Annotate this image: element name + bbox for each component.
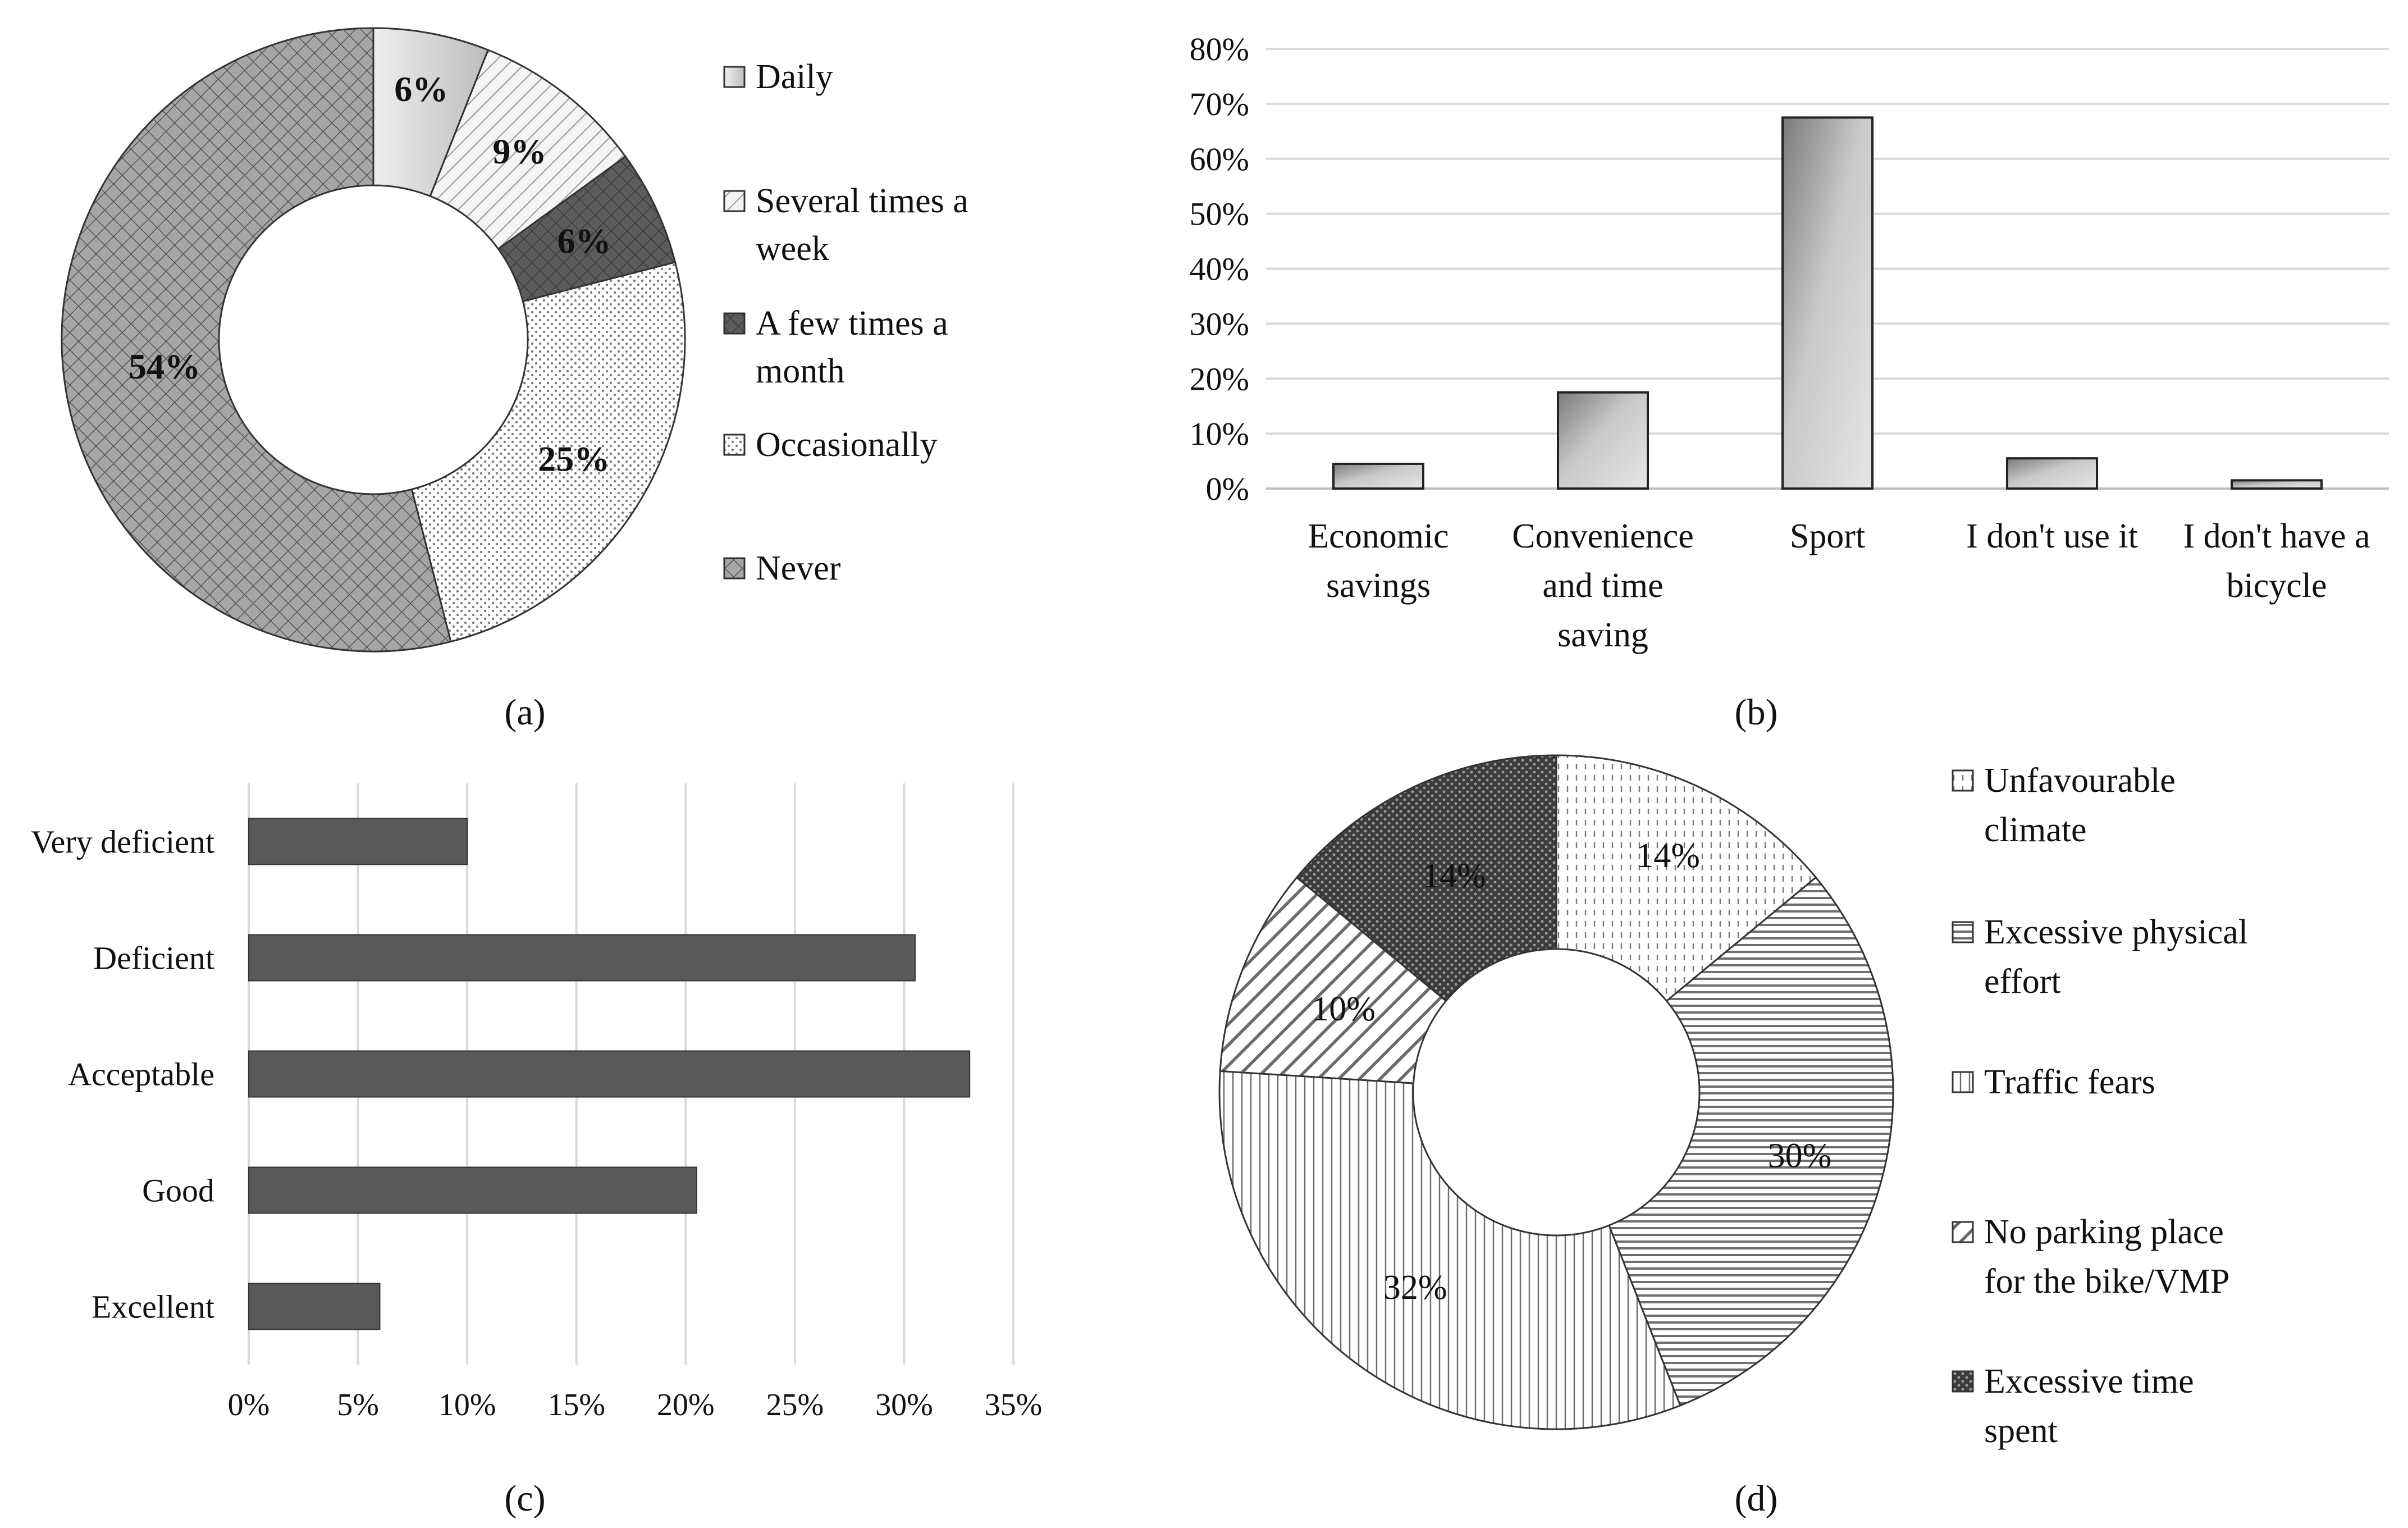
legend-label: month: [756, 352, 844, 390]
y-tick-label: 70%: [1190, 86, 1249, 122]
panel-caption: (d): [1735, 1478, 1778, 1519]
x-tick-label: Sport: [1790, 517, 1865, 555]
legend-swatch: [723, 434, 746, 456]
y-tick-label: Good: [142, 1173, 214, 1209]
y-tick-label: Excellent: [92, 1289, 214, 1325]
x-tick-label: 0%: [228, 1388, 270, 1422]
slice-data-label: 54%: [129, 346, 200, 386]
donut-slice: [1219, 876, 1447, 1084]
legend-swatch: [723, 557, 746, 580]
legend-label: Excessive physical: [1984, 913, 2248, 951]
bar: [248, 1050, 971, 1098]
legend-swatch: [723, 66, 746, 88]
panel-c-horizontal-bar-chart: 0% 5% 10% 15% 20% 25% 30% 35% Very deficient Defi…: [31, 783, 1042, 1519]
x-tick-label: saving: [1557, 616, 1648, 654]
slice-data-label: 14%: [1636, 837, 1700, 875]
panel-a-donut-chart: 6% 9% 6% 25% 54% Daily Several times a week A fe…: [61, 27, 968, 733]
slice-data-label: 32%: [1383, 1269, 1447, 1307]
y-tick-label: 20%: [1190, 361, 1249, 397]
x-tick-label: 20%: [657, 1388, 715, 1422]
x-tick-label: savings: [1326, 567, 1431, 605]
bar: [248, 1166, 697, 1214]
legend-label: Unfavourable: [1984, 761, 2176, 800]
x-tick-label: 5%: [337, 1388, 379, 1422]
slice-data-label: 30%: [1768, 1137, 1832, 1175]
legend-label: effort: [1984, 963, 2061, 1001]
slice-data-label: 25%: [538, 439, 610, 478]
legend-swatch: [1952, 1370, 1974, 1393]
slice-data-label: 14%: [1422, 857, 1486, 895]
legend-label: week: [756, 230, 829, 268]
bar: [1557, 391, 1649, 490]
bar: [248, 1283, 381, 1330]
bar: [248, 934, 916, 982]
legend-swatch: [723, 312, 746, 335]
x-tick-label: Convenience: [1512, 517, 1694, 555]
bar: [2231, 479, 2323, 490]
y-tick-label: Deficient: [93, 940, 214, 977]
x-tick-label: I don't have a: [2183, 517, 2370, 555]
slice-data-label: 9%: [492, 131, 546, 171]
x-tick-label: 30%: [875, 1388, 933, 1422]
y-tick-label: 10%: [1190, 416, 1249, 452]
legend-label: Occasionally: [756, 426, 938, 464]
donut-slice: [1295, 754, 1557, 1002]
panel-b-bar-chart: 0% 10% 20% 30% 40% 50% 60% 70% 80% Economic saving…: [1190, 31, 2389, 733]
panel-caption: (b): [1735, 692, 1778, 733]
legend-swatch: [1952, 1071, 1974, 1093]
y-tick-label: 0%: [1206, 471, 1249, 507]
legend-label: A few times a: [756, 304, 948, 343]
panel-d-donut-chart: 14% 30% 32% 10% 14% Unfavourable climate Excess…: [1218, 754, 2248, 1519]
bar: [248, 818, 468, 865]
y-tick-label: 30%: [1190, 305, 1249, 342]
legend-swatch: [1952, 1221, 1974, 1243]
bar: [1332, 462, 1424, 490]
slice-data-label: 6%: [558, 221, 611, 261]
legend-label: climate: [1984, 811, 2086, 849]
x-tick-label: 15%: [547, 1388, 605, 1422]
bar: [1781, 116, 1874, 490]
donut-slice: [1555, 754, 1817, 1002]
legend-label: Excessive time: [1984, 1362, 2194, 1401]
x-tick-label: 35%: [985, 1388, 1043, 1422]
y-tick-label: Very deficient: [31, 824, 214, 860]
legend-label: Several times a: [756, 182, 968, 220]
slice-data-label: 6%: [394, 69, 448, 109]
panel-caption: (c): [504, 1478, 545, 1519]
x-tick-label: 25%: [766, 1388, 824, 1422]
x-tick-label: Economic: [1308, 517, 1449, 555]
legend-swatch: [1952, 921, 1974, 943]
donut-slice: [61, 27, 452, 653]
x-tick-label: I don't use it: [1966, 517, 2138, 555]
donut-slice: [1607, 876, 1894, 1407]
x-tick-label: bicycle: [2226, 567, 2327, 605]
legend-label: No parking place: [1984, 1213, 2224, 1251]
slice-data-label: 10%: [1312, 990, 1376, 1028]
legend-label: Traffic fears: [1984, 1063, 2155, 1101]
y-tick-label: 80%: [1190, 31, 1249, 67]
y-tick-label: 40%: [1190, 251, 1249, 288]
legend-label: Never: [756, 549, 841, 587]
legend-swatch: [1952, 769, 1974, 792]
donut-slice: [410, 261, 686, 643]
x-tick-label: and time: [1542, 567, 1663, 605]
legend-label: for the bike/VMP: [1984, 1262, 2229, 1301]
x-tick-label: 10%: [438, 1388, 496, 1422]
y-tick-label: 60%: [1190, 141, 1249, 177]
legend-label: Daily: [756, 58, 833, 96]
donut-slice: [1218, 1070, 1682, 1430]
panel-caption: (a): [504, 692, 545, 733]
legend-swatch: [723, 190, 746, 212]
legend-label: spent: [1984, 1412, 2058, 1450]
bar: [2006, 457, 2098, 490]
y-tick-label: 50%: [1190, 196, 1249, 232]
y-tick-label: Acceptable: [68, 1056, 214, 1093]
